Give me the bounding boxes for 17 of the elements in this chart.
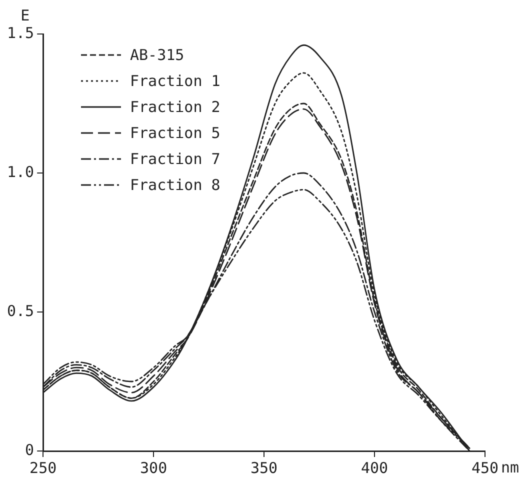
legend-label: Fraction 8 <box>130 176 220 194</box>
legend-label: Fraction 7 <box>130 150 220 168</box>
x-tick-label: 350 <box>250 458 278 477</box>
y-tick-label: 0 <box>25 440 34 459</box>
legend-label: Fraction 1 <box>130 72 220 90</box>
x-tick-label: 450 <box>471 458 499 477</box>
legend-label: AB-315 <box>130 46 184 64</box>
y-tick-label: 0.5 <box>7 302 34 320</box>
legend-label: Fraction 5 <box>130 124 220 142</box>
x-axis-title: nm <box>501 458 520 476</box>
y-axis-title: E <box>20 6 30 24</box>
x-tick-label: 300 <box>140 458 168 477</box>
x-tick-label: 400 <box>360 458 388 477</box>
y-tick-label: 1.0 <box>7 162 34 181</box>
y-tick-label: 1.5 <box>7 24 34 42</box>
x-tick-label: 250 <box>30 458 57 477</box>
legend-label: Fraction 2 <box>130 98 220 116</box>
